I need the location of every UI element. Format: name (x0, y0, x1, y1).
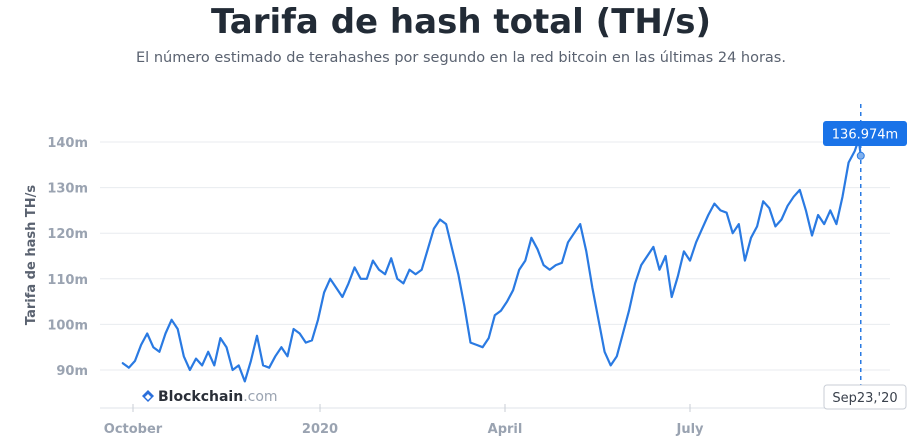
blockchain-watermark: Blockchain .com (142, 389, 278, 405)
y-tick-label: 120m (47, 227, 88, 242)
x-tick-label: October (104, 422, 163, 437)
hover-value-callout: 136.974m (823, 121, 907, 146)
hover-date-label: Sep23,'20 (832, 391, 897, 406)
chart-title: Tarifa de hash total (TH/s) (210, 2, 712, 42)
watermark-brand: Blockchain (158, 389, 243, 405)
y-tick-label: 110m (47, 273, 88, 288)
x-tick-label: 2020 (302, 422, 338, 437)
hover-date-label-box: Sep23,'20 (823, 384, 907, 410)
x-tick-label: July (675, 422, 704, 437)
hover-value-label: 136.974m (832, 128, 898, 143)
y-axis-label: Tarifa de hash TH/s (24, 185, 39, 325)
x-tick-label: April (488, 422, 523, 437)
blockchain-logo-icon (142, 390, 154, 402)
y-tick-label: 140m (47, 136, 88, 151)
watermark-suffix: .com (243, 389, 277, 405)
chart-subtitle: El número estimado de terahashes por seg… (136, 50, 786, 66)
hover-point (856, 151, 865, 160)
x-axis-ticks: October 2020 April July (104, 404, 704, 437)
y-tick-label: 130m (47, 182, 88, 197)
y-axis-ticks: 90m 100m 110m 120m 130m 140m (47, 136, 88, 379)
y-tick-label: 100m (47, 318, 88, 333)
y-tick-label: 90m (56, 364, 88, 379)
grid-lines (100, 141, 890, 409)
series-line (121, 138, 862, 383)
